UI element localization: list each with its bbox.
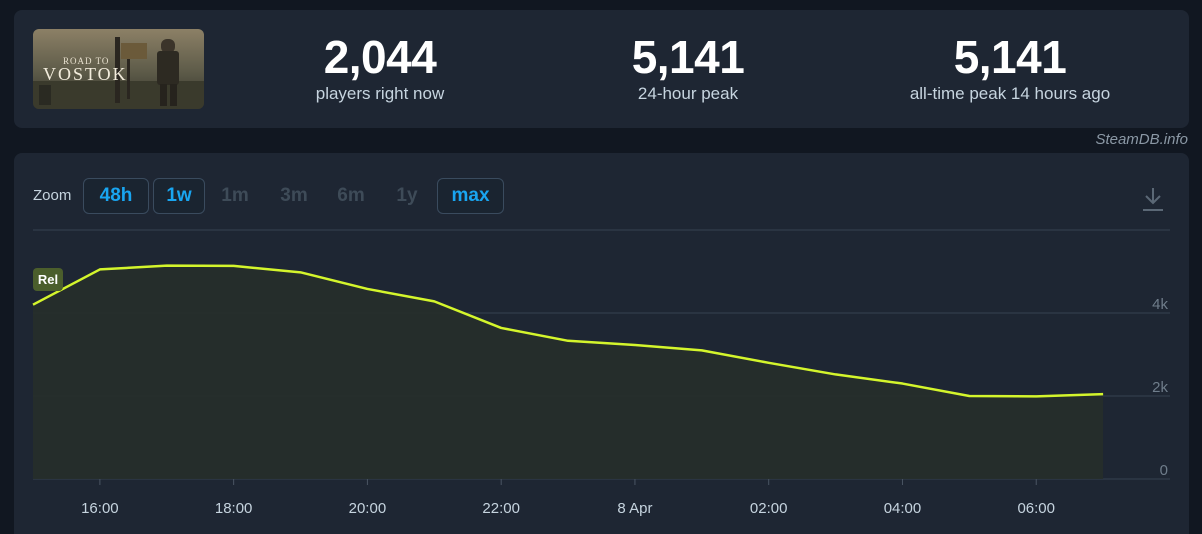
peak-24h-value: 5,141	[631, 31, 745, 83]
x-tick-label: 02:00	[750, 500, 788, 517]
series-line-layer	[32, 264, 1104, 398]
zoom-1y-button[interactable]: 1y	[396, 185, 418, 206]
series-line	[32, 264, 1104, 398]
area-fill-layer	[33, 265, 1104, 479]
x-axis-ticks: 16:00 18:00 20:00 22:00 8 Apr 02:00 04:00 06:00	[81, 479, 1055, 517]
zoom-max-button[interactable]: max	[437, 178, 504, 214]
zoom-label: Zoom	[33, 187, 72, 204]
series-area	[33, 265, 1104, 479]
game-logo-line1: ROAD TO	[63, 56, 109, 66]
x-tick-label: 16:00	[81, 500, 119, 517]
y-tick-label: 2k	[1152, 379, 1168, 396]
stat-all-time-peak: 5,141 all-time peak 14 hours ago	[860, 30, 1160, 104]
x-tick-label: 22:00	[482, 500, 520, 517]
current-players-label: players right now	[315, 84, 445, 103]
zoom-48h-button[interactable]: 48h	[83, 178, 149, 214]
x-tick-label: 04:00	[884, 500, 922, 517]
all-time-peak-value: 5,141	[953, 31, 1067, 83]
steamdb-credit[interactable]: SteamDB.info	[1095, 131, 1188, 148]
peak-24h-label: 24-hour peak	[637, 84, 739, 103]
game-logo-line2: VOSTOK	[43, 64, 128, 84]
zoom-1w-button[interactable]: 1w	[153, 178, 205, 214]
stat-current-players: 2,044 players right now	[230, 30, 530, 104]
zoom-3m-button[interactable]: 3m	[280, 185, 308, 206]
release-marker[interactable]	[33, 268, 63, 291]
download-icon[interactable]	[1141, 186, 1165, 212]
zoom-1m-button[interactable]: 1m	[221, 185, 249, 206]
annotations-layer: Rel	[33, 268, 63, 291]
all-time-peak-label: all-time peak 14 hours ago	[909, 84, 1111, 103]
stats-card: ROAD TO VOSTOK 2,044 players right now 5…	[14, 10, 1189, 128]
release-marker-label: Rel	[38, 272, 58, 287]
y-axis-ticks: 0 2k 4k	[1152, 296, 1168, 479]
current-players-value: 2,044	[323, 31, 437, 83]
x-tick-label: 20:00	[349, 500, 387, 517]
game-capsule-image[interactable]: ROAD TO VOSTOK	[33, 29, 204, 109]
y-tick-label: 0	[1160, 462, 1168, 479]
x-tick-label: 06:00	[1017, 500, 1055, 517]
x-tick-label: 8 Apr	[617, 500, 652, 517]
y-tick-label: 4k	[1152, 296, 1168, 313]
x-tick-label: 18:00	[215, 500, 253, 517]
stat-24h-peak: 5,141 24-hour peak	[538, 30, 838, 104]
zoom-6m-button[interactable]: 6m	[337, 185, 365, 206]
game-capsule-art: ROAD TO VOSTOK	[33, 29, 204, 109]
